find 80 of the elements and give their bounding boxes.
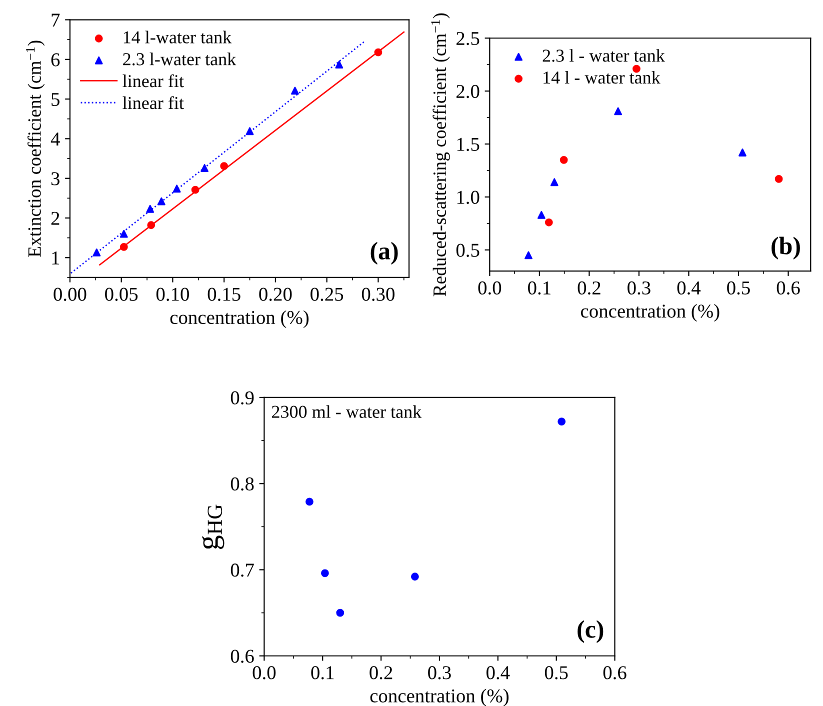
point [550, 178, 558, 186]
x-axis-title: concentration (%) [370, 688, 509, 706]
y-axis-title: g$_{HG}$ [202, 504, 224, 550]
legend-label: linear fit [122, 96, 184, 110]
x-tick-label: 0.10 [156, 288, 189, 301]
legend-label: linear fit [122, 74, 184, 88]
annotation: 2300 ml - water tank [272, 405, 422, 418]
x-tick-label: 0.5 [727, 281, 750, 295]
x-axis-title: concentration (%) [581, 304, 720, 322]
point [92, 248, 101, 256]
y-tick-label: 3 [51, 172, 60, 186]
legend-label: 2.3 l - water tank [542, 49, 665, 62]
y-tick-label: 0.9 [230, 391, 254, 404]
x-tick-label: 0.05 [105, 288, 138, 301]
x-tick-label: 0.1 [528, 281, 550, 295]
x-tick-label: 0.5 [544, 666, 568, 680]
x-tick-label: 0.15 [208, 288, 240, 301]
y-tick-label: 0.5 [456, 244, 480, 257]
point [147, 221, 156, 230]
point [774, 175, 783, 183]
point [614, 107, 622, 116]
x-tick-label: 0.25 [310, 288, 344, 301]
x-tick-label: 0.2 [370, 666, 392, 680]
point [558, 418, 566, 426]
y-axis-title: Reduced-scattering coefficient (cm$^{−1}$) [431, 13, 450, 296]
x-tick-label: 0.4 [486, 666, 510, 680]
y-tick-label: 1.5 [457, 138, 480, 152]
point [560, 156, 568, 164]
y-tick-label: 2.0 [456, 84, 480, 98]
point [200, 164, 209, 172]
y-tick-label: 1 [52, 252, 60, 264]
point [157, 197, 166, 206]
point [120, 230, 128, 238]
point [291, 86, 299, 95]
point [524, 251, 532, 260]
point [336, 608, 344, 617]
x-tick-label: 0.4 [677, 281, 701, 295]
y-tick-label: 1.0 [457, 190, 480, 204]
x-tick-label: 0.30 [362, 288, 394, 301]
point [172, 184, 181, 193]
point [544, 218, 553, 226]
point [321, 569, 329, 578]
point [335, 60, 344, 69]
x-tick-label: 0.2 [578, 281, 600, 295]
y-tick-label: 6 [51, 53, 60, 66]
point [191, 186, 200, 194]
legend-label: 14 l-water tank [124, 30, 232, 44]
y-tick-label: 5 [52, 93, 60, 106]
y-axis-title: Extinction coefficient (cm$^{−1}$) [26, 40, 45, 257]
point [374, 48, 382, 56]
point [306, 498, 314, 506]
point [120, 242, 128, 251]
x-tick-label: 0.20 [259, 288, 292, 301]
x-tick-label: 0.00 [54, 288, 86, 301]
point [738, 148, 746, 156]
legend-label: 2.3 l-water tank [123, 52, 236, 66]
x-tick-label: 0.1 [311, 666, 334, 680]
y-tick-label: 7 [52, 14, 60, 27]
x-tick-label: 0.6 [603, 666, 626, 680]
y-tick-label: 0.8 [230, 477, 254, 491]
y-tick-label: 0.7 [230, 564, 254, 577]
annotation: (b) [772, 236, 800, 260]
x-tick-label: 0.3 [428, 666, 451, 680]
annotation: (a) [370, 242, 398, 265]
legend-label: 14 l - water tank [544, 70, 660, 84]
y-tick-label: 4 [50, 132, 60, 146]
y-tick-label: 0.6 [230, 650, 254, 663]
point [537, 211, 546, 219]
annotation: (c) [578, 620, 604, 643]
x-tick-label: 0.0 [478, 281, 502, 295]
y-tick-label: 2.5 [456, 32, 480, 46]
point [410, 572, 419, 581]
x-axis-title: concentration (%) [170, 310, 309, 328]
y-tick-label: 2 [51, 212, 60, 225]
x-tick-label: 0.3 [628, 281, 650, 295]
x-tick-label: 0.0 [252, 666, 276, 680]
point [146, 204, 154, 213]
x-tick-label: 0.6 [776, 281, 800, 295]
point [246, 127, 254, 136]
point [220, 162, 228, 170]
